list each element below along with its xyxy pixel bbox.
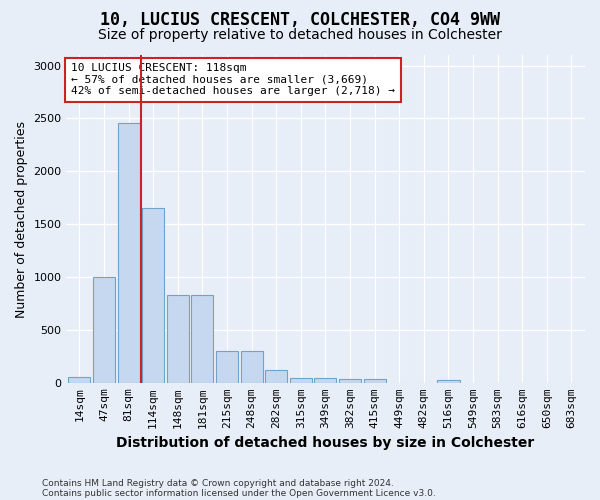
Bar (68, 376, 91, 383)
Text: Size of property relative to detached houses in Colchester: Size of property relative to detached ho… (98, 28, 502, 42)
Bar (118, 122, 140, 383)
Bar (265, 370, 287, 383)
Bar (314, 378, 337, 383)
X-axis label: Distribution of detached houses by size in Colchester: Distribution of detached houses by size … (116, 436, 535, 450)
Text: 10 LUCIUS CRESCENT: 118sqm
← 57% of detached houses are smaller (3,669)
42% of s: 10 LUCIUS CRESCENT: 118sqm ← 57% of deta… (71, 63, 395, 96)
Bar (339, 379, 361, 383)
Bar (241, 352, 263, 383)
Bar (142, 208, 164, 383)
Y-axis label: Number of detached properties: Number of detached properties (15, 120, 28, 318)
Bar (93, 277, 115, 383)
Text: 10, LUCIUS CRESCENT, COLCHESTER, CO4 9WW: 10, LUCIUS CRESCENT, COLCHESTER, CO4 9WW (100, 11, 500, 29)
Bar (437, 380, 460, 383)
Bar (191, 295, 214, 383)
Bar (364, 379, 386, 383)
Bar (216, 352, 238, 383)
Text: Contains HM Land Registry data © Crown copyright and database right 2024.: Contains HM Land Registry data © Crown c… (42, 478, 394, 488)
Bar (167, 295, 189, 383)
Text: Contains public sector information licensed under the Open Government Licence v3: Contains public sector information licen… (42, 488, 436, 498)
Bar (290, 378, 312, 383)
